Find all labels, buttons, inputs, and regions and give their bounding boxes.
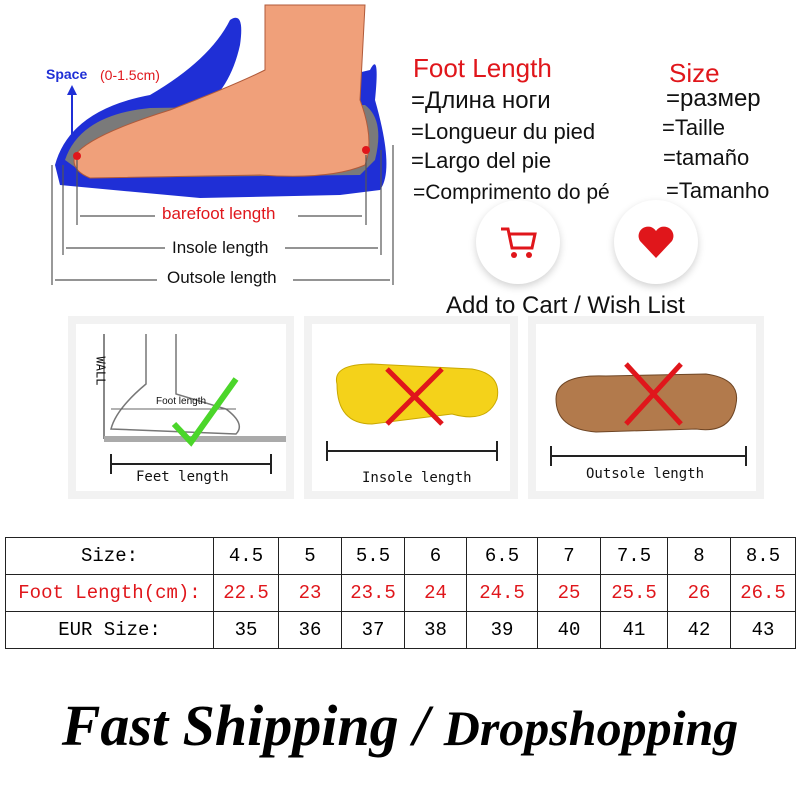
outsole-illustration (550, 362, 747, 466)
size-pt: =Tamanho (666, 178, 770, 203)
table-cell: 43 (730, 611, 796, 649)
heart-icon (638, 226, 674, 258)
table-row-eur-size: EUR Size: 35 36 37 38 39 40 41 42 43 (5, 611, 796, 649)
table-cell: 26 (667, 574, 731, 612)
table-cell: 37 (341, 611, 405, 649)
outsole-length-label: Outsole length (167, 268, 277, 287)
table-cell: 4.5 (213, 537, 279, 575)
table-cell: 7 (537, 537, 601, 575)
feet-length-panel: WALL Foot length Feet length (68, 316, 294, 499)
foot-length-small-label: Foot length (156, 396, 207, 407)
foot-length-fr: =Longueur du pied (411, 119, 596, 144)
table-cell: 6.5 (466, 537, 538, 575)
size-title: Size (669, 58, 720, 88)
outsole-length-panel: Outsole length (528, 316, 764, 499)
table-row-us-size: Size: 4.5 5 5.5 6 6.5 7 7.5 8 8.5 (5, 537, 796, 575)
outsole-length-label: Outsole length (586, 466, 705, 482)
table-cell: 25 (537, 574, 601, 612)
table-cell: 24.5 (466, 574, 538, 612)
size-fr: =Taille (662, 115, 725, 140)
space-label: Space (46, 66, 88, 82)
size-table: Size: 4.5 5 5.5 6 6.5 7 7.5 8 8.5 Foot Length(cm)… (5, 537, 796, 649)
size-ru: =размер (666, 85, 761, 112)
dropshopping-text: Dropshopping (443, 700, 739, 756)
table-cell: 38 (404, 611, 467, 649)
add-to-cart-button[interactable] (476, 200, 560, 284)
wish-list-button[interactable] (614, 200, 698, 284)
shopping-cart-icon (501, 227, 537, 258)
insole-length-panel: Insole length (304, 316, 518, 499)
table-cell: 22.5 (213, 574, 279, 612)
table-cell: 25.5 (600, 574, 668, 612)
foot-length-ru: =Длина ноги (411, 87, 551, 114)
barefoot-length-label: barefoot length (162, 204, 276, 223)
table-cell: 41 (600, 611, 668, 649)
table-row-foot-length: Foot Length(cm): 22.5 23 23.5 24 24.5 25 25.5 26… (5, 574, 796, 612)
table-cell: 42 (667, 611, 731, 649)
fast-shipping-text: Fast Shipping (61, 693, 399, 758)
space-range: (0-1.5cm) (100, 67, 160, 83)
table-cell: 6 (404, 537, 467, 575)
row-label: Size: (5, 537, 214, 575)
cart-wish-caption: Add to Cart / Wish List (446, 292, 685, 319)
table-cell: 8 (667, 537, 731, 575)
size-es: =tamaño (663, 145, 750, 170)
insole-length-label: Insole length (362, 470, 472, 486)
table-cell: 5.5 (341, 537, 405, 575)
table-cell: 23.5 (341, 574, 405, 612)
foot-length-pt: =Comprimento do pé (413, 181, 610, 204)
table-cell: 39 (466, 611, 538, 649)
foot-against-wall-illustration (103, 334, 289, 474)
table-cell: 24 (404, 574, 467, 612)
footer-banner: Fast Shipping / Dropshopping (0, 692, 800, 759)
foot-length-title: Foot Length (413, 53, 552, 83)
row-label: EUR Size: (5, 611, 214, 649)
foot-measurement-diagram (51, 4, 394, 285)
table-cell: 26.5 (730, 574, 796, 612)
wall-label: WALL (93, 356, 108, 386)
table-cell: 23 (278, 574, 342, 612)
table-cell: 5 (278, 537, 342, 575)
foot-length-es: =Largo del pie (411, 148, 552, 173)
table-cell: 36 (278, 611, 342, 649)
feet-length-label: Feet length (136, 469, 229, 485)
table-cell: 35 (213, 611, 279, 649)
row-label: Foot Length(cm): (5, 574, 214, 612)
separator: / (413, 693, 430, 758)
table-cell: 7.5 (600, 537, 668, 575)
table-cell: 40 (537, 611, 601, 649)
table-cell: 8.5 (730, 537, 796, 575)
insole-length-label: Insole length (172, 238, 269, 257)
insole-illustration (326, 363, 499, 461)
